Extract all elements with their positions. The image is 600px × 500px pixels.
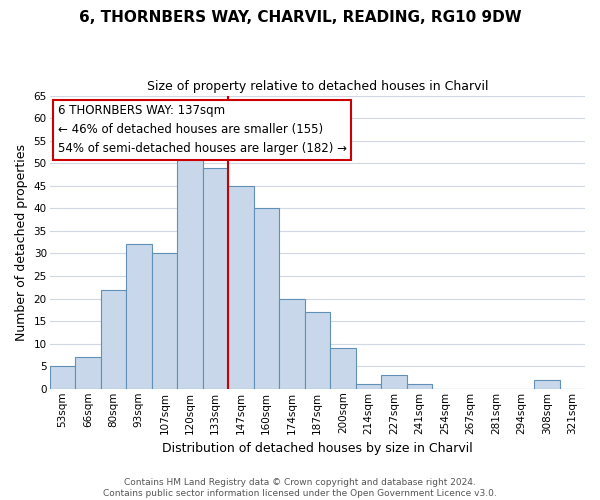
Bar — [534, 380, 560, 389]
Bar — [203, 168, 228, 389]
Bar — [228, 186, 254, 389]
Bar — [177, 145, 203, 389]
Bar — [330, 348, 356, 389]
Bar — [381, 375, 407, 389]
Bar — [126, 244, 152, 389]
Text: 6 THORNBERS WAY: 137sqm
← 46% of detached houses are smaller (155)
54% of semi-d: 6 THORNBERS WAY: 137sqm ← 46% of detache… — [58, 104, 347, 156]
Y-axis label: Number of detached properties: Number of detached properties — [15, 144, 28, 340]
Title: Size of property relative to detached houses in Charvil: Size of property relative to detached ho… — [146, 80, 488, 93]
Bar — [407, 384, 432, 389]
Bar — [356, 384, 381, 389]
Bar — [279, 298, 305, 389]
X-axis label: Distribution of detached houses by size in Charvil: Distribution of detached houses by size … — [162, 442, 473, 455]
Bar — [101, 290, 126, 389]
Text: Contains HM Land Registry data © Crown copyright and database right 2024.
Contai: Contains HM Land Registry data © Crown c… — [103, 478, 497, 498]
Bar — [254, 208, 279, 389]
Text: 6, THORNBERS WAY, CHARVIL, READING, RG10 9DW: 6, THORNBERS WAY, CHARVIL, READING, RG10… — [79, 10, 521, 25]
Bar — [152, 254, 177, 389]
Bar — [305, 312, 330, 389]
Bar — [75, 357, 101, 389]
Bar — [50, 366, 75, 389]
